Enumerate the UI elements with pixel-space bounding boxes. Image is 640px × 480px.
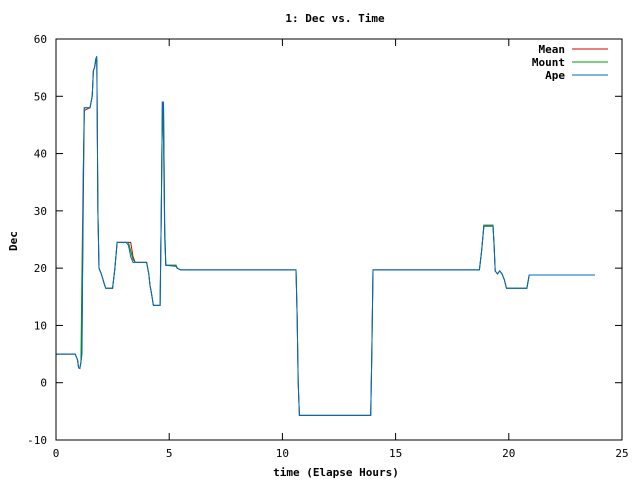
x-axis-label: time (Elapse Hours) (273, 466, 399, 479)
x-tick-label: 25 (615, 447, 628, 460)
x-tick-label: 10 (276, 447, 289, 460)
x-tick-label: 5 (166, 447, 173, 460)
series-line-ape (56, 56, 595, 416)
y-tick-label: 0 (40, 377, 47, 390)
y-axis-label: Dec (7, 231, 20, 251)
chart-title: 1: Dec vs. Time (285, 12, 385, 25)
y-tick-label: 20 (34, 262, 47, 275)
y-tick-label: 10 (34, 319, 47, 332)
plot-frame (55, 38, 623, 441)
legend-label-ape: Ape (545, 69, 565, 82)
y-tick-label: 50 (34, 90, 47, 103)
legend-label-mount: Mount (532, 56, 565, 69)
x-tick-label: 20 (502, 447, 515, 460)
x-tick-label: 0 (53, 447, 60, 460)
plot-lines (56, 56, 595, 416)
series-line-mount (56, 58, 595, 416)
legend-label-mean: Mean (539, 43, 566, 56)
x-tick-label: 15 (389, 447, 402, 460)
y-tick-label: 40 (34, 148, 47, 161)
y-tick-label: 60 (34, 33, 47, 46)
y-tick-label: -10 (27, 434, 47, 447)
y-tick-label: 30 (34, 205, 47, 218)
axis-ticks: 0 5 10 15 20 25 -10 0 10 20 30 40 50 60 (27, 33, 629, 460)
series-line-mean (56, 58, 595, 416)
